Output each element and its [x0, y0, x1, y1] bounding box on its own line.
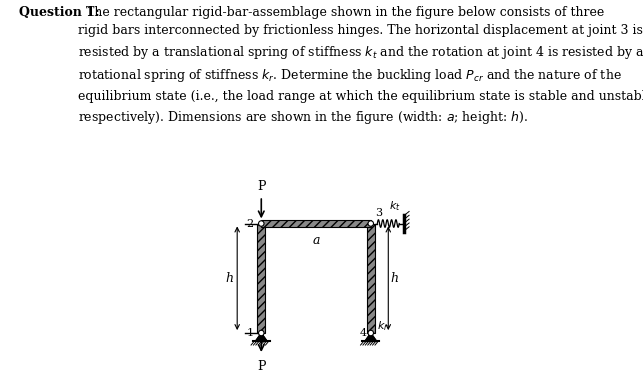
Text: Question 1:: Question 1:	[19, 6, 100, 19]
Bar	[367, 224, 375, 333]
Circle shape	[258, 330, 264, 336]
Text: 4: 4	[359, 328, 367, 338]
Circle shape	[258, 221, 264, 226]
Text: 2: 2	[246, 219, 253, 229]
Text: $k_r$: $k_r$	[377, 319, 390, 334]
Text: P: P	[257, 180, 266, 193]
Text: 1: 1	[246, 328, 253, 338]
Polygon shape	[255, 333, 267, 341]
Text: a: a	[312, 235, 320, 247]
Text: 3: 3	[375, 208, 383, 218]
Text: The rectangular rigid-bar-assemblage shown in the figure below consists of three: The rectangular rigid-bar-assemblage sho…	[78, 6, 643, 127]
Text: P: P	[257, 360, 266, 373]
Circle shape	[368, 221, 374, 226]
Text: h: h	[226, 272, 233, 285]
Text: h: h	[391, 272, 399, 285]
Polygon shape	[365, 333, 377, 341]
Bar	[261, 220, 371, 227]
Text: $k_t$: $k_t$	[389, 199, 401, 213]
Bar	[257, 224, 265, 333]
Circle shape	[368, 330, 374, 336]
